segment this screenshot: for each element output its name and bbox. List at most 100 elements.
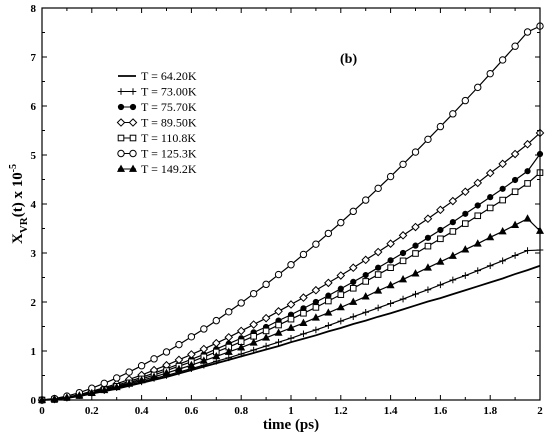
series-line-t-110-8k [41, 172, 541, 401]
data-point [286, 300, 296, 309]
data-point [373, 247, 383, 257]
data-point [175, 340, 183, 349]
data-point [236, 326, 246, 336]
data-point [350, 278, 357, 286]
data-point [387, 264, 394, 271]
data-point [362, 271, 369, 279]
data-point [137, 375, 146, 384]
data-point [187, 350, 196, 359]
data-point [474, 212, 482, 220]
data-point [436, 122, 445, 131]
data-point [249, 338, 258, 346]
data-point [312, 240, 320, 248]
data-point [399, 275, 408, 283]
data-point [199, 344, 209, 354]
data-point [449, 110, 457, 118]
y-tick-label: 2 [31, 297, 37, 309]
legend-swatch-marker [128, 118, 138, 127]
data-point [287, 261, 295, 269]
data-point [375, 264, 382, 271]
legend-label: T = 125.3K [141, 147, 197, 161]
data-point [474, 202, 481, 209]
data-point [162, 348, 171, 356]
data-point [274, 328, 283, 336]
data-point [187, 360, 196, 369]
data-point [337, 285, 344, 292]
data-point [237, 350, 245, 358]
data-point [387, 257, 394, 264]
legend-label: T = 73.00K [141, 85, 197, 99]
data-point [312, 298, 320, 306]
data-point [399, 249, 407, 257]
data-point [423, 214, 433, 224]
data-point [174, 364, 183, 373]
legend-swatch-marker [116, 118, 126, 127]
data-point [449, 219, 456, 226]
data-point [374, 184, 382, 193]
y-tick-label: 7 [31, 52, 37, 64]
data-point [212, 316, 221, 325]
data-point [462, 272, 469, 279]
y-axis-title: XVR(t) x 10-5 [8, 164, 30, 244]
data-point [437, 281, 444, 289]
data-point [325, 292, 332, 299]
series-t-75-70k [38, 150, 544, 404]
data-point [499, 257, 506, 265]
x-tick-label: 1.6 [434, 405, 448, 417]
data-point [485, 168, 495, 178]
data-point [225, 308, 233, 316]
data-point [399, 295, 407, 303]
data-point [125, 379, 134, 387]
data-point [511, 252, 519, 259]
data-point [460, 187, 470, 197]
data-point [113, 374, 121, 382]
legend-item-t-149-2k: T = 149.2K [116, 162, 197, 176]
y-axis-title-exponent: -5 [8, 164, 19, 172]
data-point [200, 325, 208, 333]
data-point [312, 304, 320, 311]
data-point [349, 297, 358, 305]
data-point [412, 242, 419, 249]
data-point [337, 291, 345, 298]
data-point [336, 302, 345, 311]
data-point [411, 148, 420, 156]
data-point [486, 69, 494, 78]
legend-item-t-89-50k: T = 89.50K [116, 116, 197, 130]
x-tick-label: 2 [537, 405, 543, 417]
data-point [311, 285, 321, 295]
data-point [312, 326, 320, 334]
data-point [524, 168, 531, 175]
series-t-110-8k [38, 169, 544, 404]
ticks-layer: 0 0.2 0.4 0.6 0.8 1 1.2 1.4 1.6 1.8 2 0 1 2 3 4 5 6 7 8 [31, 3, 544, 417]
x-tick-label: 0 [39, 405, 45, 417]
y-axis-title-tail: (t) x 10 [10, 172, 26, 217]
legend-item-t-125-3k: T = 125.3K [117, 147, 197, 161]
legend-label: T = 149.2K [141, 162, 197, 176]
data-point [211, 338, 221, 348]
data-point [524, 247, 531, 254]
data-point [300, 330, 307, 338]
data-point [237, 343, 246, 351]
legend-swatch-marker [129, 103, 137, 111]
data-point [424, 242, 432, 250]
data-point [523, 214, 532, 222]
data-point [523, 139, 532, 149]
data-point [262, 327, 270, 335]
series-layer [37, 22, 545, 405]
data-point [374, 304, 382, 312]
legend-swatch-marker [117, 149, 125, 158]
data-point [299, 318, 308, 326]
data-point [311, 313, 320, 321]
data-point [262, 280, 270, 289]
legend-item-t-64-20k: T = 64.20K [118, 69, 197, 83]
data-point [100, 385, 109, 394]
data-point [486, 204, 494, 212]
data-point [324, 308, 333, 316]
y-tick-label: 1 [31, 346, 37, 358]
data-point [348, 263, 358, 273]
data-point [361, 255, 371, 265]
data-point [325, 297, 332, 305]
data-point [212, 351, 221, 360]
legend-item-t-75-70k: T = 75.70K [117, 100, 197, 114]
